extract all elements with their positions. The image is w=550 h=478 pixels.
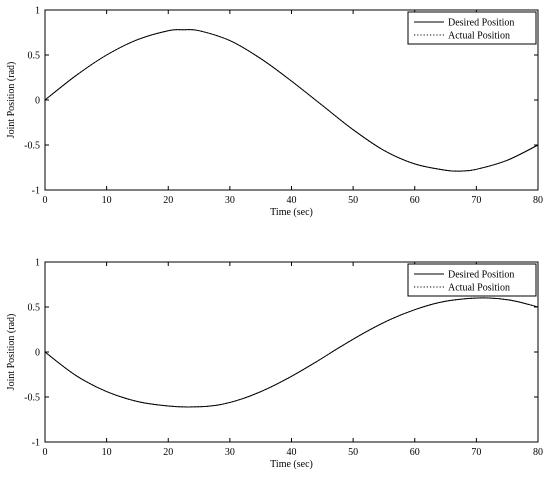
chart-panel-1: 0 10 20 30 40 50 60 70 80 -1 -0.5 0 0.5 1 Time (sec) Jo… xyxy=(6,6,543,219)
x-tick-label: 30 xyxy=(225,447,235,458)
x-tick-label: 50 xyxy=(348,195,358,206)
x-tick-label: 0 xyxy=(43,447,48,458)
y-tick-label: 0 xyxy=(35,348,40,359)
x-tick-label: 30 xyxy=(225,195,235,206)
y-tick-label: -1 xyxy=(32,438,40,449)
x-tick-label: 10 xyxy=(102,447,112,458)
series-line-actual-position xyxy=(44,29,539,172)
y-tick-label: -0.5 xyxy=(24,393,40,404)
legend-entry-label: Actual Position xyxy=(448,31,510,42)
legend: Desired Position Actual Position xyxy=(407,11,537,45)
x-tick-label: 20 xyxy=(163,195,173,206)
chart-panel-2: 0 10 20 30 40 50 60 70 80 -1 -0.5 0 0.5 1 Time (sec) Jo… xyxy=(6,258,543,471)
y-tick-label: 0.5 xyxy=(28,51,41,62)
series-line-desired-position xyxy=(44,29,539,172)
legend-entry-label: Desired Position xyxy=(448,270,514,281)
y-axis-label: Joint Position (rad) xyxy=(6,62,17,139)
x-tick-label: 70 xyxy=(471,447,481,458)
x-tick-label: 10 xyxy=(102,195,112,206)
x-axis-label: Time (sec) xyxy=(270,207,313,218)
y-tick-label: 0 xyxy=(35,96,40,107)
legend-box xyxy=(407,11,537,45)
series-line-actual-position xyxy=(44,297,539,408)
legend-entry-label: Actual Position xyxy=(448,283,510,294)
x-tick-label: 40 xyxy=(287,447,297,458)
x-tick-label: 50 xyxy=(348,447,358,458)
x-tick-label: 40 xyxy=(287,195,297,206)
legend-box xyxy=(407,263,537,297)
y-tick-label: -0.5 xyxy=(24,141,40,152)
y-tick-label: 1 xyxy=(35,258,40,269)
y-tick-label: 1 xyxy=(35,6,40,17)
y-tick-label: 0.5 xyxy=(28,303,41,314)
x-tick-label: 80 xyxy=(533,447,543,458)
legend-entry-label: Desired Position xyxy=(448,18,514,29)
x-axis-label: Time (sec) xyxy=(270,459,313,470)
x-tick-label: 70 xyxy=(471,195,481,206)
x-tick-label: 20 xyxy=(163,447,173,458)
y-axis-label: Joint Position (rad) xyxy=(6,314,17,391)
series-line-desired-position xyxy=(44,297,539,408)
y-tick-label: -1 xyxy=(32,186,40,197)
x-tick-label: 60 xyxy=(410,447,420,458)
legend: Desired Position Actual Position xyxy=(407,263,537,297)
x-tick-label: 60 xyxy=(410,195,420,206)
x-tick-label: 80 xyxy=(533,195,543,206)
x-tick-label: 0 xyxy=(43,195,48,206)
